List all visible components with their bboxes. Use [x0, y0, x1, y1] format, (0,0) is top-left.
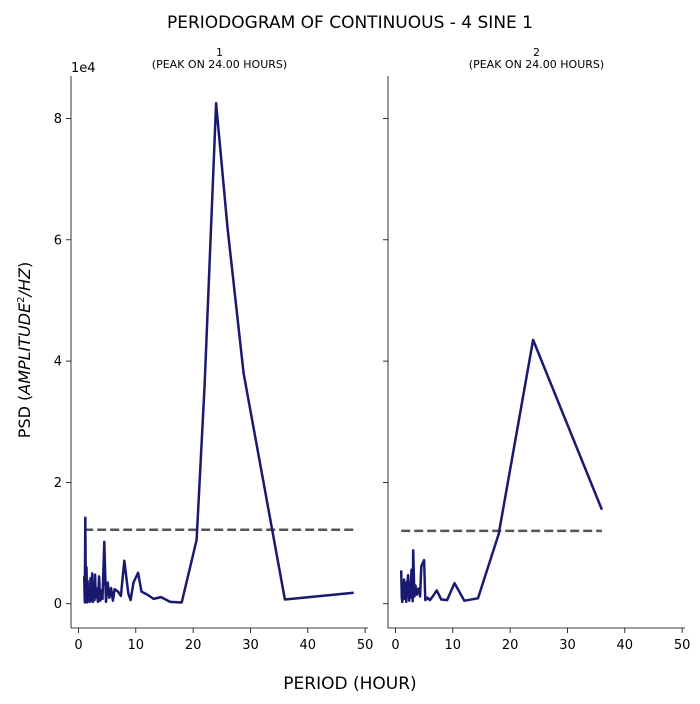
y-ticks: 0 2 4 6 8	[54, 112, 71, 612]
figure-title: PERIODOGRAM OF CONTINUOUS - 4 SINE 1	[167, 13, 533, 33]
x-tick-label: 30	[242, 638, 259, 653]
panel-title-line1: 2	[533, 46, 540, 59]
x-ticks: 0 10 20 30 40 50	[391, 628, 690, 653]
panel-2: 2 (PEAK ON 24.00 HOURS) 0 10 20 30 40 50	[383, 46, 690, 653]
x-ticks: 0 10 20 30 40 50	[74, 628, 373, 653]
y-offset-text: 1e4	[71, 61, 96, 76]
x-axis-label: PERIOD (HOUR)	[283, 674, 416, 694]
x-tick-label: 40	[300, 638, 317, 653]
x-tick-label: 50	[357, 638, 374, 653]
y-tick-label: 6	[54, 233, 62, 248]
x-tick-label: 40	[617, 638, 634, 653]
psd-series-line	[399, 338, 604, 604]
panel-title-line1: 1	[216, 46, 223, 59]
psd-series-line	[82, 102, 354, 604]
y-tick-label: 0	[54, 597, 62, 612]
x-tick-label: 0	[74, 638, 82, 653]
panel-1: 1 (PEAK ON 24.00 HOURS) 0 10 20 30 40 50 0 2 4 6…	[54, 46, 374, 653]
y-tick-label: 8	[54, 112, 62, 127]
x-tick-label: 20	[185, 638, 202, 653]
panel-title-line2: (PEAK ON 24.00 HOURS)	[469, 58, 604, 71]
y-tick-label: 2	[54, 476, 62, 491]
y-ticks	[383, 118, 388, 605]
x-tick-label: 10	[128, 638, 145, 653]
panel-title-line2: (PEAK ON 24.00 HOURS)	[152, 58, 287, 71]
y-axis-label: PSD (AMPLITUDE2/HZ)	[15, 262, 34, 438]
x-tick-label: 50	[674, 638, 691, 653]
x-tick-label: 10	[445, 638, 462, 653]
x-tick-label: 30	[559, 638, 576, 653]
x-tick-label: 0	[391, 638, 399, 653]
y-tick-label: 4	[54, 355, 62, 370]
x-tick-label: 20	[502, 638, 519, 653]
